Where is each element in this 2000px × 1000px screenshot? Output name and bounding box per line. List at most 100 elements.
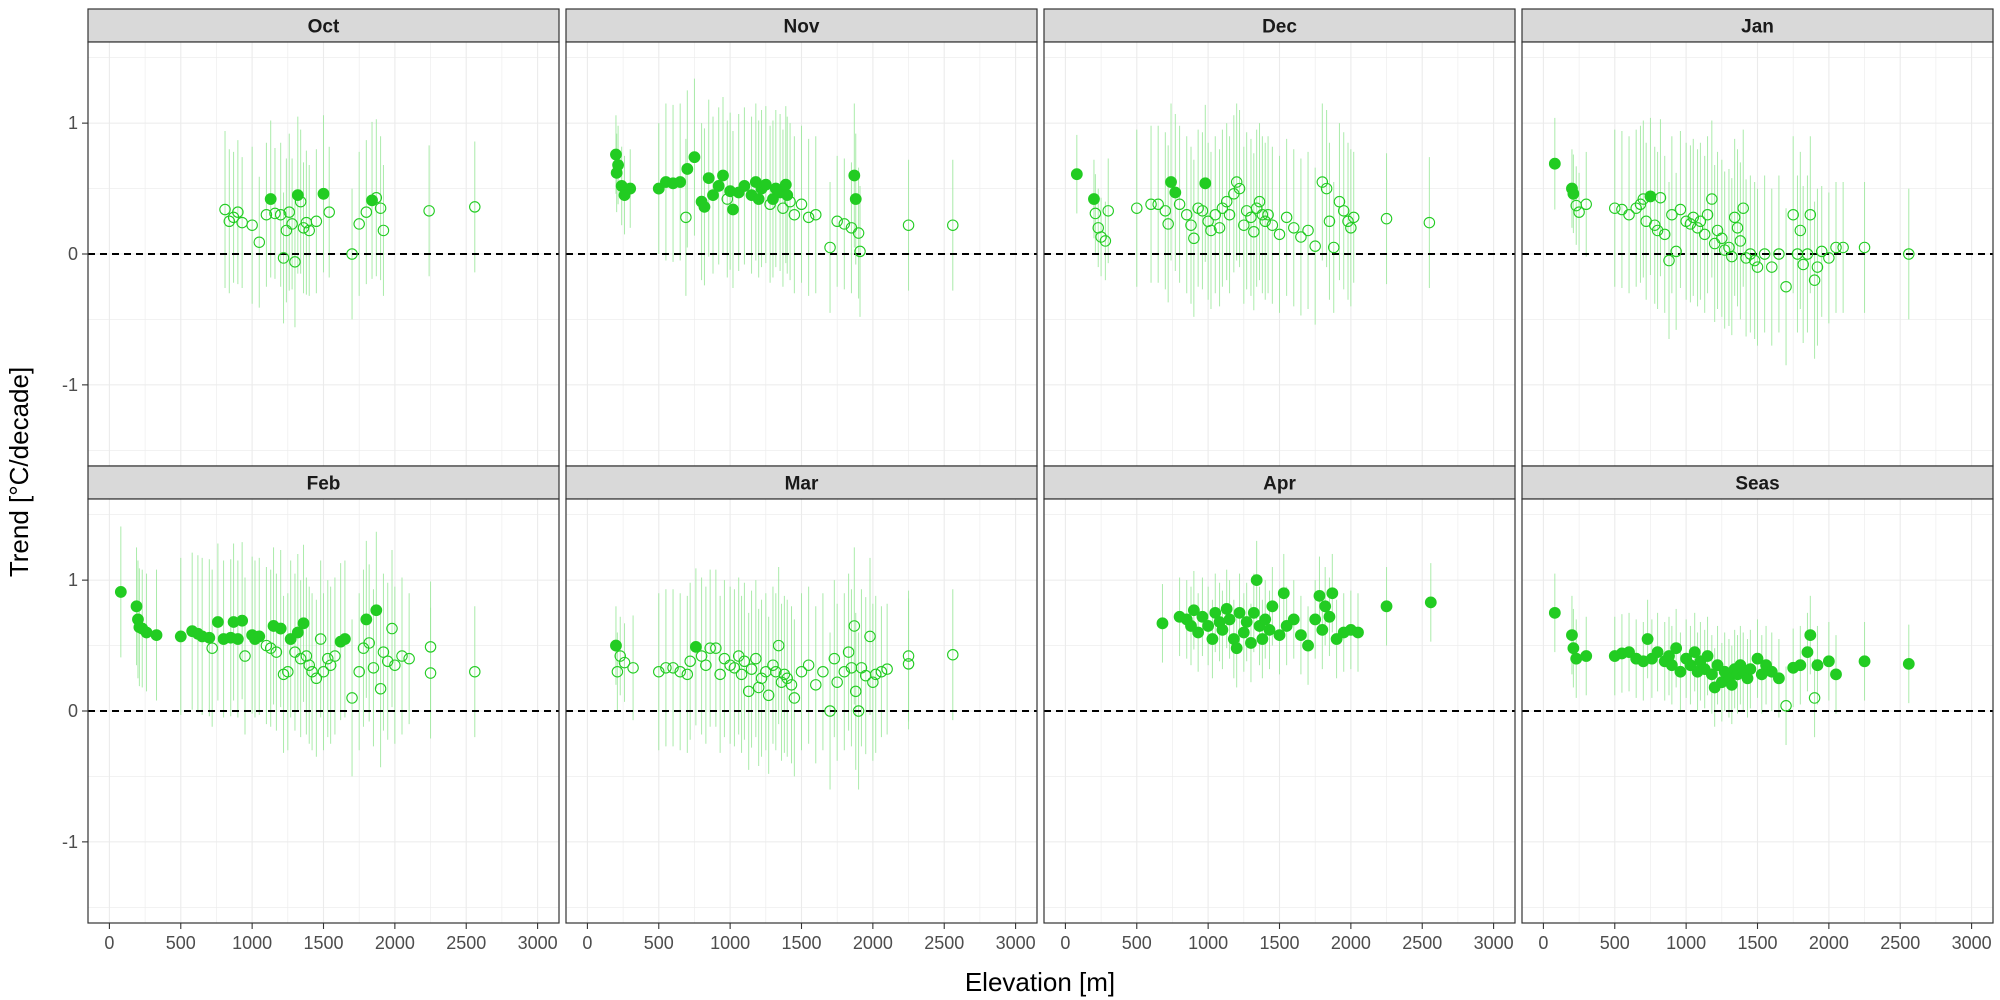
- data-point: [424, 667, 437, 679]
- panel-seas: Seas: [1521, 465, 1994, 924]
- y-tick-label: 0: [68, 244, 78, 264]
- x-tick-label: 2000: [375, 933, 415, 953]
- data-point: [1180, 208, 1193, 221]
- data-point: [277, 252, 290, 264]
- data-point: [660, 662, 672, 674]
- data-point: [396, 650, 408, 662]
- data-point: [314, 633, 327, 645]
- data-point: [750, 652, 762, 665]
- data-point-significant: [610, 639, 622, 652]
- data-point: [310, 215, 323, 228]
- data-point: [1691, 222, 1704, 234]
- data-point: [1256, 208, 1269, 221]
- data-point: [269, 207, 281, 220]
- data-point: [270, 646, 283, 658]
- data-point: [762, 689, 775, 702]
- data-point: [1102, 205, 1114, 217]
- data-point: [253, 236, 266, 248]
- data-point: [1173, 198, 1186, 211]
- data-point-significant: [1548, 157, 1561, 170]
- data-point-significant: [702, 172, 715, 184]
- data-point: [881, 663, 893, 675]
- panel-strip: [1521, 8, 1994, 43]
- data-point-significant: [1580, 650, 1593, 662]
- data-point: [374, 202, 387, 214]
- data-point: [1316, 176, 1329, 188]
- data-point: [824, 705, 836, 717]
- data-point: [1794, 224, 1807, 237]
- data-point: [1262, 208, 1274, 221]
- data-point: [849, 685, 862, 698]
- data-point: [346, 692, 358, 704]
- x-tick-label: 3000: [1952, 933, 1992, 953]
- data-point: [317, 665, 330, 678]
- data-point-significant: [1223, 613, 1236, 626]
- error-bars: [1076, 103, 1430, 325]
- x-tick-label: 0: [104, 933, 114, 953]
- data-point: [828, 652, 841, 665]
- data-point: [1687, 211, 1700, 224]
- data-point: [1797, 258, 1809, 271]
- data-point: [377, 224, 390, 237]
- data-point-significant: [1744, 663, 1757, 676]
- data-point-significant: [236, 614, 249, 627]
- data-point: [1811, 261, 1824, 273]
- data-point-significant: [738, 180, 751, 192]
- data-point: [700, 659, 712, 671]
- data-point: [1654, 191, 1667, 204]
- data-point-significant: [1902, 657, 1915, 670]
- data-point: [1131, 202, 1143, 214]
- panel-strip-label: Apr: [1263, 474, 1296, 495]
- data-points: [1548, 157, 1915, 293]
- data-point: [1903, 248, 1915, 260]
- data-point: [1737, 202, 1749, 214]
- data-point: [1152, 198, 1164, 211]
- data-point: [1216, 202, 1229, 214]
- y-tick-label: 1: [68, 113, 78, 133]
- panel-grid: [1044, 42, 1515, 466]
- data-point: [282, 665, 294, 678]
- data-point: [1773, 248, 1785, 260]
- data-point-significant: [297, 617, 310, 630]
- data-point-significant: [1088, 193, 1100, 205]
- data-point-significant: [624, 182, 637, 195]
- data-point-significant: [1424, 596, 1437, 609]
- data-point: [770, 665, 782, 678]
- data-point-significant: [1313, 589, 1326, 602]
- panel-apr: Apr: [1043, 465, 1516, 924]
- data-point-significant: [1277, 587, 1290, 600]
- data-point: [1209, 208, 1222, 221]
- data-point-significant: [1273, 629, 1286, 641]
- panel-feb: Feb: [87, 465, 560, 924]
- data-point: [294, 652, 307, 665]
- data-point-significant: [1822, 655, 1835, 668]
- x-tick-label: 500: [644, 933, 674, 953]
- x-axis: 0 500 1000 1500 2000 2500 3000 0 500 1000 1500 2000…: [104, 923, 1992, 953]
- data-point: [1220, 195, 1233, 208]
- data-point-significant: [1250, 574, 1263, 587]
- data-point-significant: [317, 187, 330, 200]
- y-tick-label: 0: [68, 701, 78, 721]
- data-point: [1245, 211, 1257, 224]
- x-tick-label: 2000: [1331, 933, 1371, 953]
- data-point: [785, 679, 798, 691]
- data-point: [802, 211, 815, 224]
- data-point: [1726, 250, 1738, 263]
- data-point-significant: [1566, 629, 1578, 641]
- data-point: [1337, 205, 1350, 217]
- data-point: [795, 665, 808, 678]
- data-point-significant: [1240, 616, 1253, 628]
- data-point: [1740, 252, 1752, 264]
- x-tick-label: 1500: [303, 933, 343, 953]
- data-point-significant: [689, 640, 702, 653]
- data-point-significant: [1256, 633, 1269, 645]
- data-point: [206, 642, 218, 654]
- x-tick-label: 1000: [710, 933, 750, 953]
- data-point: [1858, 241, 1871, 254]
- panel-strip-label: Feb: [307, 474, 341, 495]
- data-point-significant: [253, 630, 266, 643]
- panel-strip: [1043, 8, 1516, 43]
- panel-strip-label: Seas: [1735, 474, 1779, 495]
- data-point: [1250, 202, 1263, 214]
- data-point-significant: [130, 600, 143, 613]
